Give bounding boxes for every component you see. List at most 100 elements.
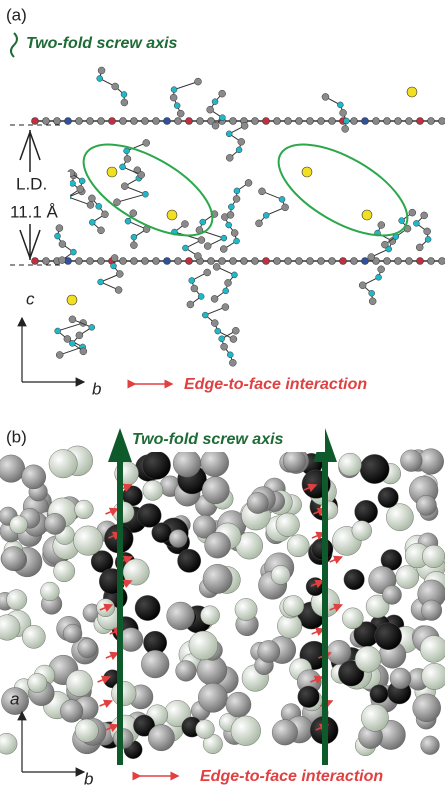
- atom: [113, 199, 120, 206]
- atom: [223, 288, 229, 294]
- sphere: [272, 720, 298, 746]
- atom: [87, 258, 94, 265]
- atom: [424, 228, 431, 235]
- sphere: [44, 513, 65, 534]
- atom: [153, 258, 160, 265]
- atom: [54, 118, 61, 125]
- atom: [98, 67, 105, 74]
- atom: [191, 285, 198, 292]
- sphere: [123, 559, 149, 585]
- sphere: [355, 646, 381, 672]
- atom: [202, 312, 208, 318]
- atom: [212, 99, 218, 105]
- atom: [395, 258, 402, 265]
- sphere: [344, 569, 365, 590]
- atom: [142, 191, 148, 197]
- molecule-drawing-b: [0, 446, 445, 759]
- atom: [55, 233, 61, 239]
- atom: [80, 348, 87, 355]
- atom: [421, 212, 428, 219]
- sphere: [60, 700, 83, 723]
- atom: [65, 118, 72, 125]
- screw-axis: [117, 450, 123, 765]
- atom: [285, 258, 292, 265]
- sphere: [342, 608, 363, 629]
- atom: [318, 118, 325, 125]
- atom: [409, 209, 416, 216]
- atom: [208, 258, 215, 265]
- atom: [232, 327, 239, 334]
- axis-label: c: [26, 289, 35, 308]
- atom: [395, 118, 402, 125]
- axis-label: b: [92, 379, 101, 398]
- sphere: [247, 492, 268, 513]
- atom: [234, 188, 240, 194]
- interaction-legend: Edge-to-face interaction: [184, 376, 367, 393]
- sphere: [422, 545, 445, 568]
- atom: [258, 188, 265, 195]
- atom: [175, 118, 182, 125]
- atom: [174, 103, 180, 109]
- atom: [98, 118, 105, 125]
- layer-label: L.D.: [16, 174, 47, 193]
- atom: [322, 93, 329, 100]
- atom: [406, 118, 413, 125]
- atom: [231, 272, 237, 278]
- sphere: [382, 585, 401, 604]
- sphere: [148, 725, 174, 751]
- atom: [369, 290, 375, 296]
- sphere: [413, 694, 441, 722]
- sphere: [189, 631, 218, 660]
- atom: [296, 258, 303, 265]
- atom: [416, 244, 423, 251]
- atom: [378, 266, 385, 273]
- sphere: [196, 720, 215, 739]
- atom: [116, 270, 123, 277]
- sphere: [201, 449, 229, 477]
- interaction-legend: Edge-to-face interaction: [200, 768, 383, 785]
- atom: [221, 343, 228, 350]
- sphere: [271, 565, 290, 584]
- atom: [238, 138, 245, 145]
- sphere: [177, 549, 200, 572]
- sphere: [339, 453, 362, 476]
- atom: [77, 185, 84, 192]
- atom: [194, 253, 201, 260]
- sphere: [283, 450, 305, 472]
- screw-icon: [11, 33, 17, 57]
- sphere: [41, 582, 60, 601]
- atom: [340, 109, 347, 116]
- atom: [171, 87, 177, 93]
- atom: [111, 254, 118, 261]
- atom: [222, 304, 229, 311]
- atom: [230, 336, 237, 343]
- atom: [187, 301, 194, 308]
- sphere: [203, 564, 232, 593]
- atom: [70, 249, 76, 255]
- atom: [121, 183, 128, 190]
- atom: [231, 230, 238, 237]
- atom: [343, 118, 349, 124]
- sphere: [360, 454, 389, 483]
- atom: [164, 118, 171, 125]
- sphere: [75, 500, 94, 519]
- atom: [219, 115, 225, 121]
- atom: [120, 118, 127, 125]
- sphere: [113, 729, 133, 749]
- atom: [241, 258, 248, 265]
- sphere: [390, 668, 411, 689]
- atom: [211, 295, 218, 302]
- atom: [307, 258, 314, 265]
- atom: [125, 218, 131, 224]
- atom: [32, 258, 39, 265]
- atom: [89, 324, 95, 330]
- atom: [89, 219, 95, 225]
- atom: [368, 254, 375, 261]
- atom: [182, 245, 188, 251]
- atom: [204, 243, 211, 250]
- atom: [130, 242, 137, 249]
- atom: [88, 195, 95, 202]
- atom: [219, 336, 225, 342]
- atom: [56, 225, 63, 232]
- atom: [285, 118, 292, 125]
